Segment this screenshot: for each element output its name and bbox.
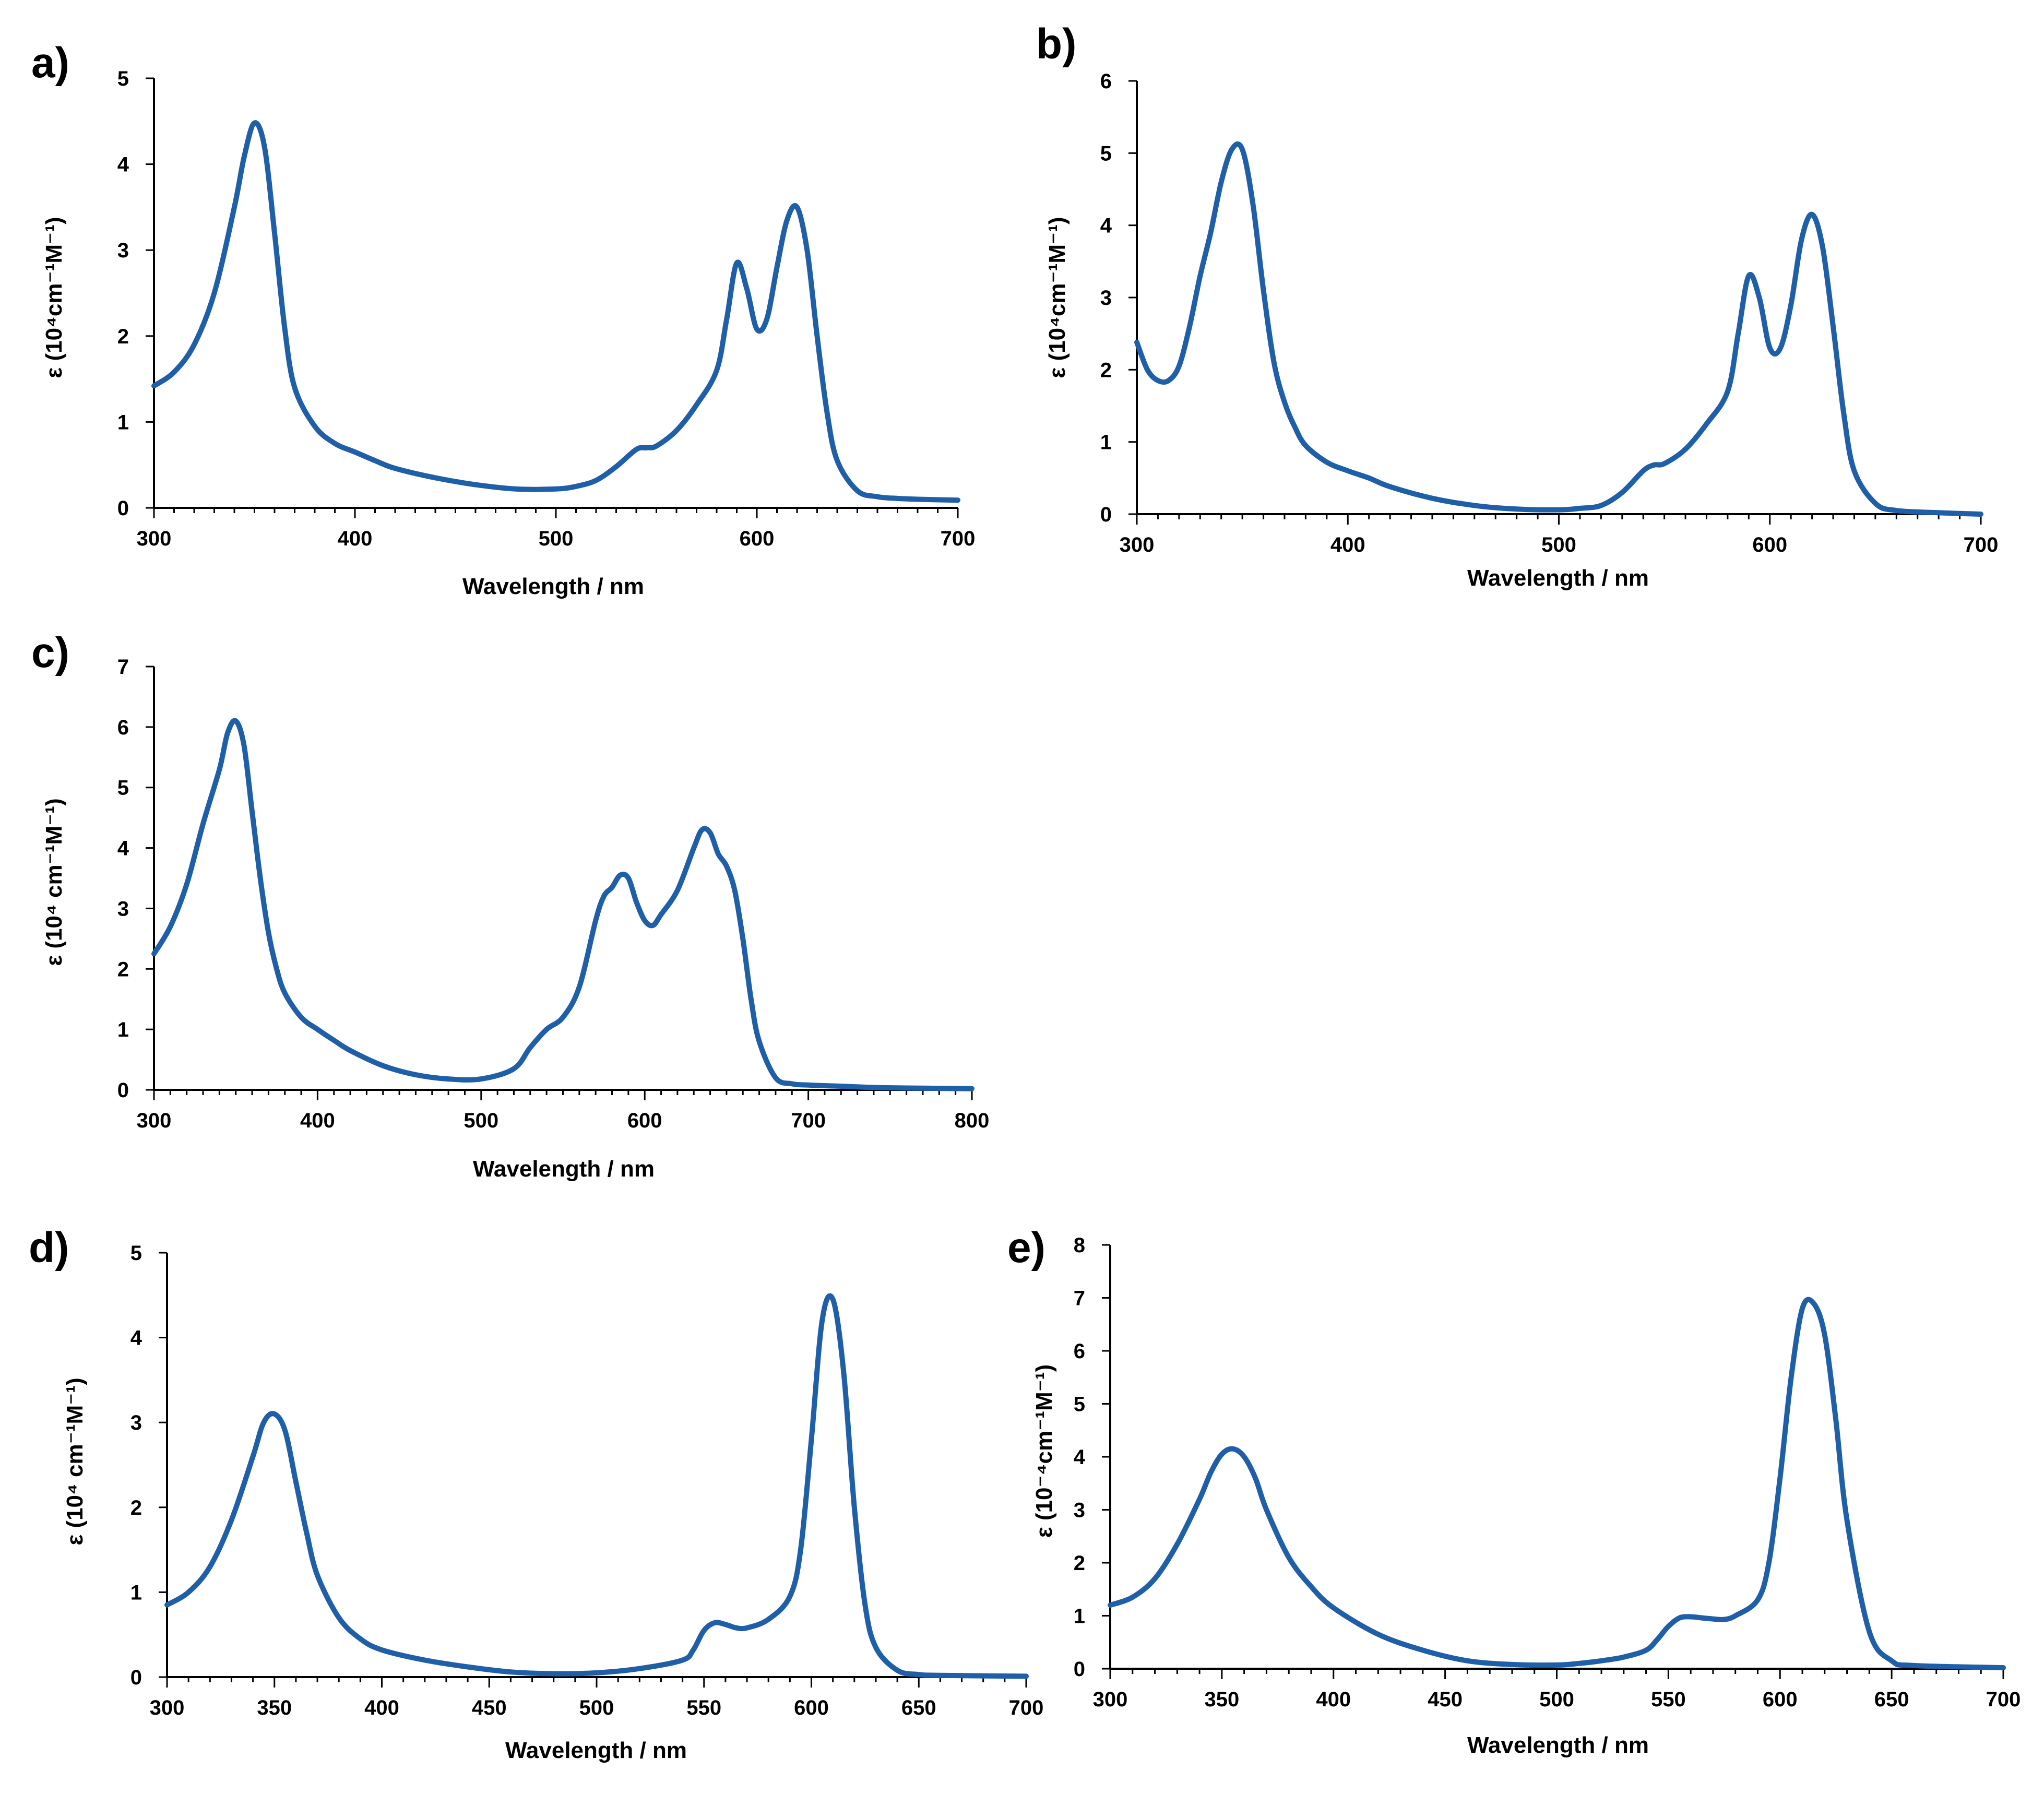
x-axis-title: Wavelength / nm bbox=[473, 1156, 655, 1182]
y-tick-label: 1 bbox=[1074, 1605, 1085, 1628]
y-tick-label: 2 bbox=[1100, 359, 1112, 382]
series-line bbox=[164, 1293, 1029, 1679]
x-tick-label: 300 bbox=[137, 1109, 172, 1132]
x-tick-label: 400 bbox=[364, 1696, 399, 1719]
x-tick-label: 500 bbox=[1539, 1688, 1574, 1711]
x-tick-label: 800 bbox=[955, 1109, 990, 1132]
x-axis-title: Wavelength / nm bbox=[462, 574, 644, 599]
chart-c: c) Wavelength / nm ε (10⁴ cm⁻¹M⁻¹) 300 40… bbox=[31, 629, 989, 1182]
x-tick-label: 550 bbox=[686, 1696, 721, 1719]
x-tick-label: 600 bbox=[794, 1696, 829, 1719]
y-axis-title: ε (10⁴ cm⁻¹M⁻¹) bbox=[41, 798, 67, 966]
y-tick-label: 3 bbox=[130, 1411, 142, 1434]
panel-label: b) bbox=[1036, 20, 1076, 68]
x-tick-label: 300 bbox=[1120, 533, 1155, 556]
x-tick-label: 350 bbox=[1205, 1688, 1240, 1711]
y-tick-label: 3 bbox=[1100, 287, 1112, 310]
x-axis-title: Wavelength / nm bbox=[1467, 1732, 1649, 1758]
x-tick-label: 700 bbox=[941, 527, 976, 550]
x-tick-label: 500 bbox=[579, 1696, 614, 1719]
panel-label: a) bbox=[31, 39, 69, 87]
y-tick-label: 3 bbox=[117, 897, 129, 920]
y-tick-label: 5 bbox=[1100, 142, 1112, 165]
y-axis-title: ε (10⁻⁴cm⁻¹M⁻¹) bbox=[1031, 1364, 1057, 1538]
chart-d: d) Wavelength / nm ε (10⁴ cm⁻¹M⁻¹) 300 35… bbox=[29, 1224, 1043, 1763]
y-tick-label: 2 bbox=[117, 958, 129, 981]
y-tick-label: 4 bbox=[117, 153, 129, 176]
x-tick-label: 350 bbox=[257, 1696, 292, 1719]
x-tick-label: 300 bbox=[150, 1696, 185, 1719]
x-tick-label: 400 bbox=[1330, 533, 1365, 556]
series-line bbox=[1108, 1297, 2006, 1670]
y-tick-label: 1 bbox=[117, 411, 129, 434]
y-tick-label: 0 bbox=[1074, 1658, 1085, 1681]
y-tick-label: 8 bbox=[1074, 1234, 1085, 1257]
x-tick-label: 300 bbox=[1093, 1688, 1128, 1711]
y-tick-label: 3 bbox=[1074, 1499, 1085, 1522]
y-tick-label: 7 bbox=[1074, 1287, 1085, 1310]
chart-b: b) Wavelength / nm ε (10⁴cm⁻¹M⁻¹) 300 400… bbox=[1036, 20, 1998, 591]
x-tick-label: 700 bbox=[791, 1109, 826, 1132]
x-tick-label: 500 bbox=[464, 1109, 498, 1132]
y-tick-label: 4 bbox=[130, 1327, 142, 1350]
y-tick-label: 6 bbox=[117, 716, 129, 739]
series-line bbox=[151, 718, 975, 1091]
x-tick-label: 500 bbox=[1541, 533, 1576, 556]
x-axis-title: Wavelength / nm bbox=[1467, 565, 1649, 591]
y-tick-label: 4 bbox=[1100, 215, 1112, 237]
x-tick-label: 600 bbox=[1752, 533, 1787, 556]
y-tick-label: 0 bbox=[117, 497, 129, 520]
y-tick-label: 7 bbox=[117, 656, 129, 679]
y-axis-title: ε (10⁴ cm⁻¹M⁻¹) bbox=[62, 1377, 88, 1545]
y-tick-label: 4 bbox=[1074, 1446, 1086, 1469]
y-tick-label: 5 bbox=[130, 1242, 142, 1265]
x-axis-title: Wavelength / nm bbox=[505, 1738, 687, 1763]
y-tick-label: 2 bbox=[117, 325, 129, 348]
chart-e: e) Wavelength / nm ε (10⁻⁴cm⁻¹M⁻¹) 300 35… bbox=[1007, 1224, 2021, 1758]
x-tick-label: 450 bbox=[472, 1696, 507, 1719]
x-tick-label: 300 bbox=[137, 527, 172, 550]
y-tick-label: 5 bbox=[117, 67, 129, 90]
x-tick-label: 700 bbox=[1009, 1696, 1044, 1719]
x-tick-label: 500 bbox=[539, 527, 574, 550]
y-tick-label: 1 bbox=[130, 1581, 142, 1604]
x-tick-label: 400 bbox=[338, 527, 373, 550]
y-tick-label: 5 bbox=[117, 777, 129, 800]
y-tick-label: 4 bbox=[117, 837, 129, 860]
x-tick-label: 650 bbox=[1874, 1688, 1909, 1711]
y-axis-title: ε (10⁴cm⁻¹M⁻¹) bbox=[41, 217, 67, 378]
panel-label: e) bbox=[1007, 1224, 1045, 1272]
y-tick-label: 1 bbox=[1100, 431, 1112, 454]
x-tick-label: 700 bbox=[1986, 1688, 2021, 1711]
x-tick-label: 450 bbox=[1428, 1688, 1463, 1711]
y-axis-title: ε (10⁴cm⁻¹M⁻¹) bbox=[1044, 217, 1070, 378]
y-tick-label: 6 bbox=[1100, 70, 1112, 93]
x-tick-label: 600 bbox=[1763, 1688, 1798, 1711]
x-tick-label: 650 bbox=[901, 1696, 936, 1719]
x-tick-label: 600 bbox=[740, 527, 775, 550]
y-tick-label: 1 bbox=[117, 1018, 129, 1041]
series-line bbox=[151, 120, 960, 503]
panel-label: c) bbox=[31, 629, 69, 676]
x-tick-label: 700 bbox=[1964, 533, 1999, 556]
y-tick-label: 0 bbox=[130, 1666, 142, 1689]
y-tick-label: 3 bbox=[117, 239, 129, 262]
x-tick-label: 550 bbox=[1651, 1688, 1686, 1711]
y-tick-label: 2 bbox=[1074, 1552, 1085, 1575]
y-tick-label: 0 bbox=[117, 1079, 129, 1102]
x-tick-label: 400 bbox=[300, 1109, 335, 1132]
chart-a: a) Wavelength / nm ε (10⁴cm⁻¹M⁻¹) 300 400… bbox=[31, 39, 975, 599]
panel-label: d) bbox=[29, 1224, 69, 1272]
x-tick-label: 400 bbox=[1316, 1688, 1351, 1711]
y-tick-label: 6 bbox=[1074, 1340, 1085, 1363]
series-line bbox=[1134, 141, 1983, 517]
x-tick-label: 600 bbox=[627, 1109, 662, 1132]
y-tick-label: 2 bbox=[130, 1496, 142, 1519]
y-tick-label: 0 bbox=[1100, 503, 1112, 526]
y-tick-label: 5 bbox=[1074, 1393, 1085, 1416]
